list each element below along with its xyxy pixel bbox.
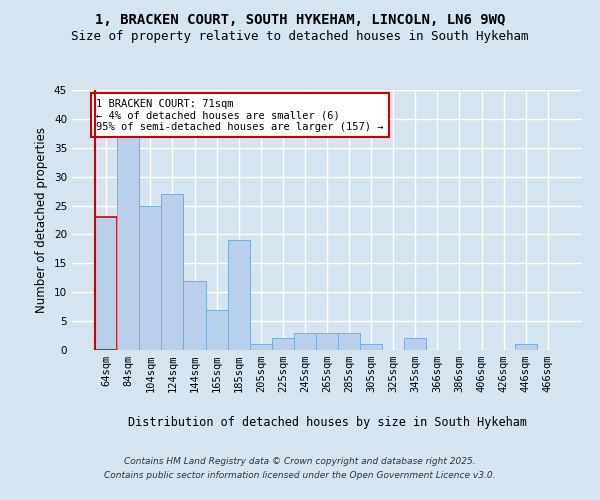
Bar — [139, 206, 161, 350]
Bar — [117, 136, 139, 350]
Y-axis label: Number of detached properties: Number of detached properties — [35, 127, 49, 313]
Text: Distribution of detached houses by size in South Hykeham: Distribution of detached houses by size … — [128, 416, 527, 429]
Text: 1 BRACKEN COURT: 71sqm
← 4% of detached houses are smaller (6)
95% of semi-detac: 1 BRACKEN COURT: 71sqm ← 4% of detached … — [96, 98, 384, 132]
Bar — [206, 310, 227, 350]
Bar — [95, 217, 117, 350]
Text: Contains HM Land Registry data © Crown copyright and database right 2025.: Contains HM Land Registry data © Crown c… — [124, 457, 476, 466]
Bar — [161, 194, 184, 350]
Bar — [360, 344, 382, 350]
Bar — [184, 280, 206, 350]
Text: 1, BRACKEN COURT, SOUTH HYKEHAM, LINCOLN, LN6 9WQ: 1, BRACKEN COURT, SOUTH HYKEHAM, LINCOLN… — [95, 12, 505, 26]
Bar — [250, 344, 272, 350]
Text: Contains public sector information licensed under the Open Government Licence v3: Contains public sector information licen… — [104, 471, 496, 480]
Bar — [515, 344, 537, 350]
Bar — [227, 240, 250, 350]
Text: Size of property relative to detached houses in South Hykeham: Size of property relative to detached ho… — [71, 30, 529, 43]
Bar — [338, 332, 360, 350]
Bar — [316, 332, 338, 350]
Bar — [404, 338, 427, 350]
Bar — [294, 332, 316, 350]
Bar — [272, 338, 294, 350]
